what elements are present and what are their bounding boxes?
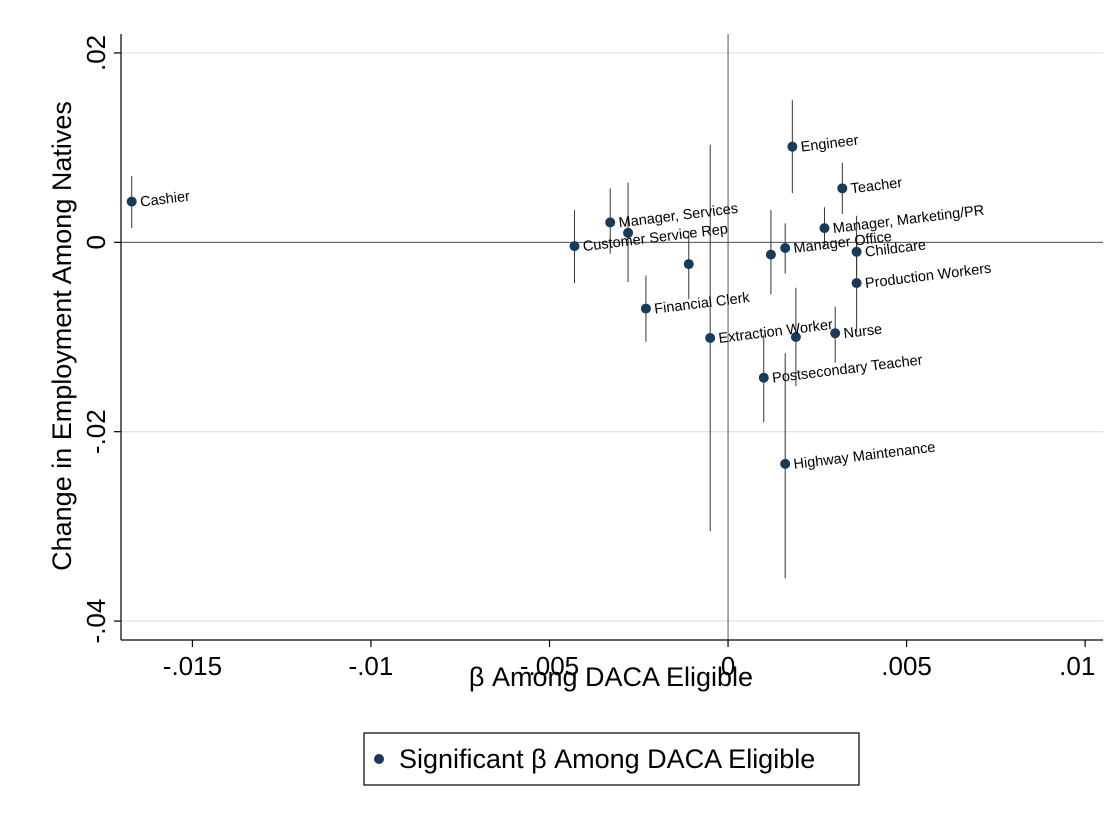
data-point	[780, 242, 791, 253]
data-point	[830, 328, 841, 339]
y-ticks: .02 0 -.02 -.04	[81, 35, 121, 644]
data-point	[819, 223, 830, 234]
point-label: Teacher	[850, 175, 903, 197]
point-label: Nurse	[843, 322, 883, 343]
x-tick-label: .005	[881, 651, 932, 681]
data-point	[569, 241, 580, 252]
data-point	[705, 332, 716, 343]
data-point	[758, 372, 769, 383]
data-points	[126, 141, 862, 469]
x-tick-label: -.015	[163, 651, 222, 681]
data-point	[126, 196, 137, 207]
y-tick-label: -.04	[81, 599, 111, 644]
data-point	[851, 278, 862, 289]
legend-marker	[374, 754, 384, 764]
x-tick-label: .01	[1059, 651, 1095, 681]
data-point	[837, 183, 848, 194]
legend: Significant β Among DACA Eligible	[363, 732, 860, 786]
data-point	[683, 259, 694, 270]
data-point	[780, 458, 791, 469]
y-tick-label: -.02	[81, 409, 111, 454]
y-tick-label: .02	[81, 35, 111, 71]
data-point	[787, 141, 798, 152]
x-axis-title: β Among DACA Eligible	[469, 662, 753, 692]
x-tick-label: 0	[721, 651, 735, 681]
data-point	[790, 332, 801, 342]
x-tick-label: -.005	[520, 651, 579, 681]
point-label: Childcare	[864, 237, 927, 260]
legend-label: Significant β Among DACA Eligible	[399, 744, 815, 774]
y-axis-title: Change in Employment Among Natives	[47, 101, 77, 571]
x-ticks: -.015 -.01 -.005 0 .005 .01	[163, 640, 1095, 681]
data-point	[640, 303, 651, 314]
legend-box	[363, 732, 860, 786]
data-point	[765, 249, 776, 260]
axes	[120, 34, 1103, 641]
data-point	[851, 246, 862, 257]
x-tick-label: -.01	[349, 651, 394, 681]
point-label: Engineer	[800, 133, 860, 156]
data-point	[623, 227, 634, 238]
y-tick-label: 0	[81, 235, 111, 249]
point-label: Cashier	[139, 189, 191, 211]
data-point	[605, 217, 616, 228]
reference-lines	[121, 34, 1103, 640]
